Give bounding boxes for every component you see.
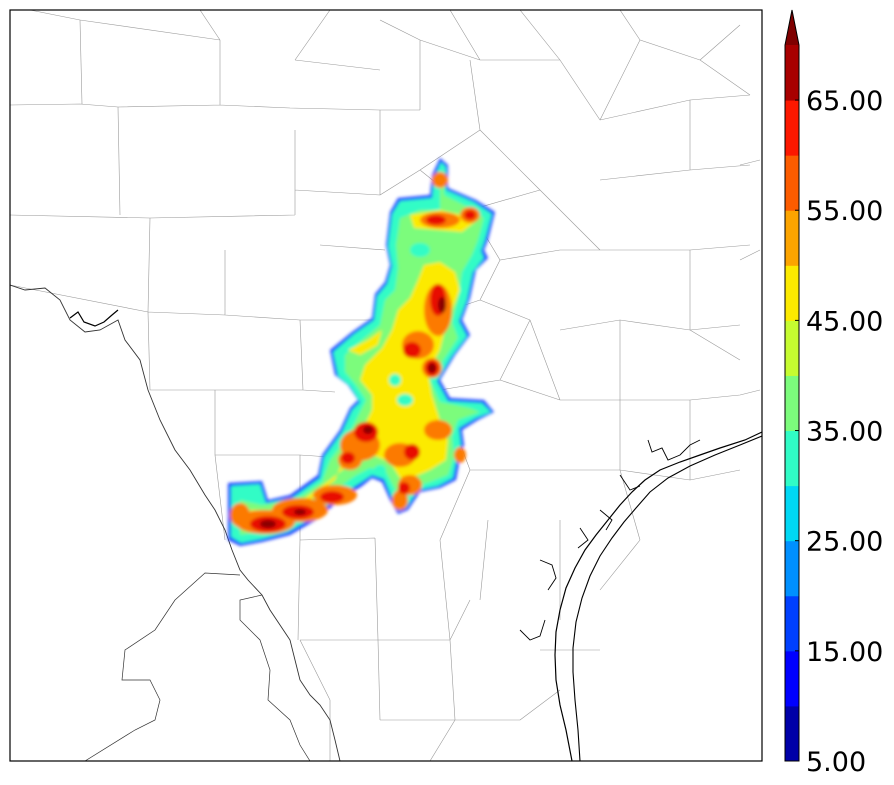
yellow-west (348, 330, 382, 355)
colorbar-segment (785, 45, 799, 101)
colorbar-segment (785, 320, 799, 376)
colorbar-tick-label: 55.00 (806, 196, 883, 227)
bays (519, 439, 701, 641)
colorbar-tick-label: 15.00 (806, 637, 883, 668)
colorbar-segment (785, 485, 799, 542)
contour-field (228, 158, 495, 546)
colorbar-tick-label: 25.00 (806, 527, 883, 558)
colorbar-segment (785, 650, 799, 707)
colorbar-tick-label: 65.00 (806, 86, 883, 117)
coastline (554, 431, 762, 761)
colorbar-tick-label: 45.00 (806, 306, 883, 337)
darkred-cores (260, 297, 446, 528)
colorbar-extend-arrow (785, 10, 799, 45)
colorbar-segment (785, 430, 799, 487)
colorbar-tick-label: 35.00 (806, 417, 883, 448)
colorbar: 5.00 15.00 25.00 35.00 45.00 55.00 65.00 (784, 9, 883, 778)
barrier-island (572, 435, 762, 761)
colorbar-segment (785, 595, 799, 652)
colorbar-tick-label: 5.00 (806, 747, 866, 778)
border-river (10, 284, 341, 761)
colorbar-segment (785, 705, 799, 762)
colorbar-segment (785, 375, 799, 432)
mexico-boundary (84, 572, 241, 761)
colorbar-segment (785, 265, 799, 321)
colorbar-segment (785, 210, 799, 266)
reservoir (69, 309, 119, 327)
county-boundaries (10, 10, 761, 761)
cyan-pockets (374, 243, 430, 475)
colorbar-segment (785, 100, 799, 156)
mexico-boundary-east (239, 594, 311, 761)
map-frame (9, 9, 763, 762)
colorbar-segment (785, 540, 799, 597)
colorbar-segment (785, 155, 799, 211)
